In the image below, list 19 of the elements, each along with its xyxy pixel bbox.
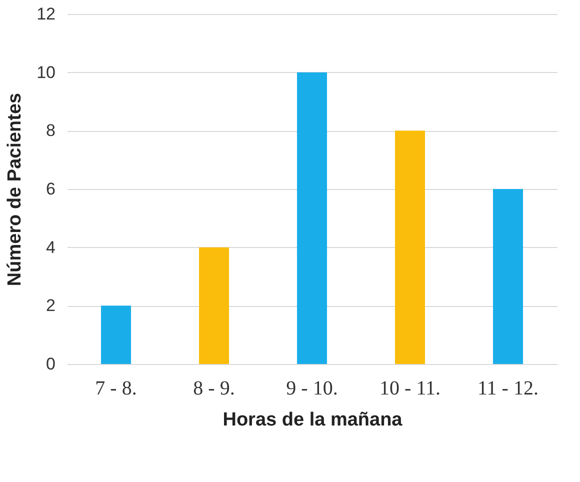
x-tick-label: 11 - 12. [478, 378, 538, 400]
y-tick-label: 6 [46, 180, 56, 198]
bar [395, 130, 425, 364]
x-axis-title: Horas de la mañana [222, 410, 403, 430]
bar [493, 189, 523, 364]
y-tick-label: 0 [46, 354, 56, 374]
y-tick-label: 2 [46, 296, 56, 316]
y-tick-label: 8 [46, 121, 56, 140]
bar [101, 306, 131, 364]
x-tick-label: 10 - 11. [380, 378, 440, 400]
y-tick-label: 10 [36, 62, 56, 82]
bar [199, 247, 229, 364]
y-tick-label: 12 [36, 4, 56, 24]
x-tick-label: 9 - 10. [286, 378, 338, 400]
x-tick-label: 8 - 9. [193, 378, 235, 400]
y-tick-label: 4 [46, 238, 56, 257]
y-axis-title: Número de Pacientes [4, 92, 26, 286]
bar [297, 72, 327, 364]
x-tick-label: 7 - 8. [95, 378, 137, 400]
